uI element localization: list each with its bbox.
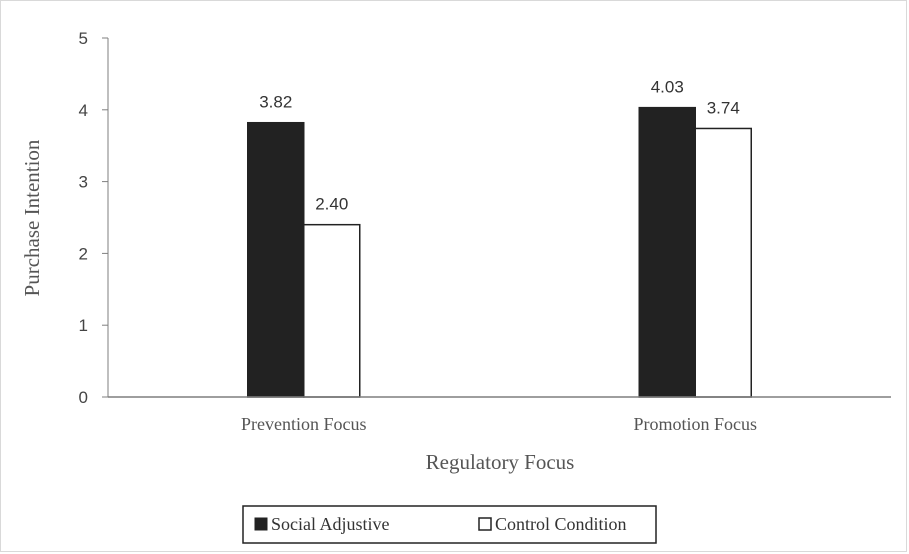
y-tick-label: 2 [79,244,88,263]
x-axis-title: Regulatory Focus [426,450,575,474]
data-label-control-condition: 3.74 [707,98,740,117]
category-label: Prevention Focus [241,414,367,434]
y-axis-title: Purchase Intention [20,139,44,296]
y-tick-label: 0 [79,388,88,407]
bar-control-condition [303,223,361,398]
y-tick-label: 1 [79,316,88,335]
legend-frame [242,505,657,544]
legend-swatch-control-condition [478,517,492,531]
bar-social-adjustive [638,106,696,398]
legend-label-control-condition: Control Condition [495,514,627,534]
category-label: Promotion Focus [633,414,757,434]
y-tick-label: 5 [79,29,88,48]
category-labels: Prevention Focus Promotion Focus [241,414,757,434]
y-tick-label: 3 [79,173,88,192]
y-axis-ticks: 0 1 2 3 4 5 [79,29,108,407]
data-label-social-adjustive: 4.03 [651,78,684,97]
bar-control-condition [694,127,752,398]
legend-label-social-adjustive: Social Adjustive [271,514,390,534]
data-label-social-adjustive: 3.82 [259,93,292,112]
y-tick-label: 4 [79,101,88,120]
bar-social-adjustive [247,121,305,398]
data-label-control-condition: 2.40 [315,195,348,214]
legend-swatch-social-adjustive [254,517,268,531]
bars: 3.82 2.40 4.03 3.74 [247,78,752,398]
legend: Social Adjustive Control Condition [242,505,657,544]
